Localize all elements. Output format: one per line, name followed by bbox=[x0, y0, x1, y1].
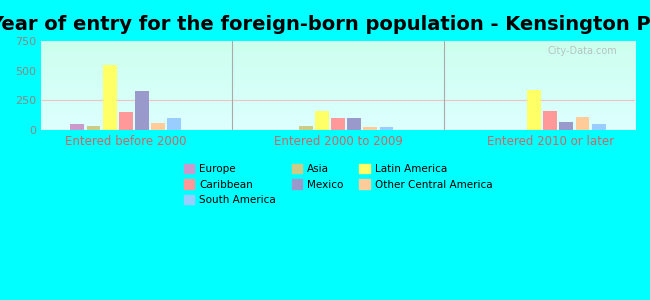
Bar bbox=[347, 118, 361, 130]
Bar bbox=[86, 126, 100, 130]
Bar bbox=[380, 127, 393, 130]
Bar bbox=[576, 117, 590, 130]
Bar bbox=[119, 112, 133, 130]
Title: Year of entry for the foreign-born population - Kensington Park: Year of entry for the foreign-born popul… bbox=[0, 15, 650, 34]
Bar bbox=[86, 126, 100, 130]
Bar bbox=[299, 126, 313, 130]
Bar bbox=[331, 118, 345, 130]
Bar bbox=[315, 111, 329, 130]
Legend: Europe, Caribbean, South America, Asia, Mexico, Latin America, Other Central Ame: Europe, Caribbean, South America, Asia, … bbox=[179, 160, 497, 209]
Bar bbox=[347, 118, 361, 130]
Bar bbox=[527, 90, 541, 130]
Bar bbox=[135, 91, 149, 130]
Bar bbox=[380, 127, 393, 130]
Bar bbox=[527, 90, 541, 130]
Bar bbox=[103, 65, 116, 130]
Bar bbox=[151, 123, 165, 130]
Bar bbox=[543, 111, 557, 130]
Bar bbox=[315, 111, 329, 130]
Bar bbox=[363, 127, 377, 130]
Bar bbox=[592, 124, 606, 130]
Bar bbox=[299, 126, 313, 130]
Bar bbox=[363, 127, 377, 130]
Bar bbox=[331, 118, 345, 130]
Bar bbox=[70, 124, 84, 130]
Bar bbox=[168, 118, 181, 130]
Bar bbox=[119, 112, 133, 130]
Bar bbox=[560, 122, 573, 130]
Bar bbox=[151, 123, 165, 130]
Bar bbox=[543, 111, 557, 130]
Bar bbox=[576, 117, 590, 130]
Bar bbox=[592, 124, 606, 130]
Bar bbox=[70, 124, 84, 130]
Bar bbox=[560, 122, 573, 130]
Bar bbox=[168, 118, 181, 130]
Bar bbox=[103, 65, 116, 130]
Bar bbox=[135, 91, 149, 130]
Text: City-Data.com: City-Data.com bbox=[547, 46, 618, 56]
